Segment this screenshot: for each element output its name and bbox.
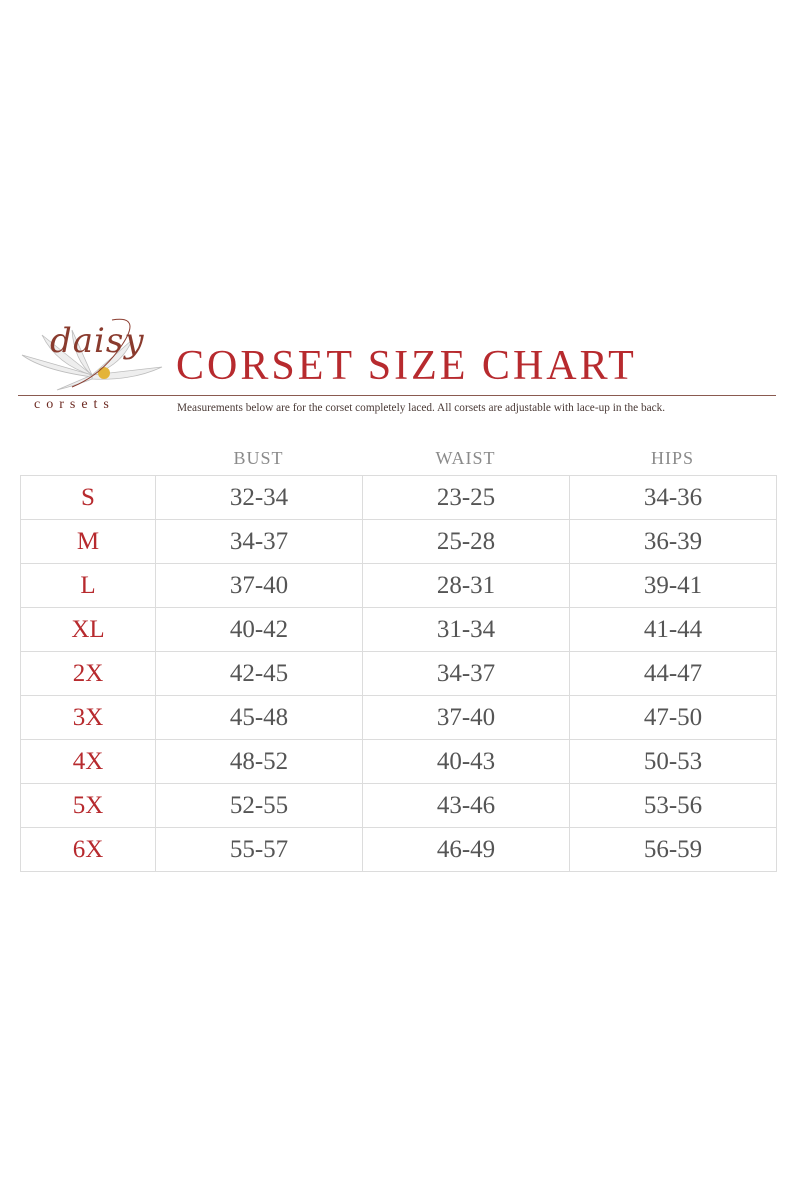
bust-cell: 45-48 [155,695,363,740]
table-row: 2X 42-45 34-37 44-47 [20,651,777,696]
bust-cell: 37-40 [155,563,363,608]
waist-cell: 25-28 [362,519,570,564]
size-cell: 6X [20,827,156,872]
waist-cell: 40-43 [362,739,570,784]
daisy-corsets-logo: daisy corsets [12,315,172,415]
bust-cell: 42-45 [155,651,363,696]
bust-cell: 32-34 [155,475,363,520]
hips-cell: 34-36 [569,475,777,520]
size-cell: L [20,563,156,608]
hips-cell: 41-44 [569,607,777,652]
daisy-flower-icon [21,318,163,391]
header-hips: HIPS [650,448,694,468]
column-headers: BUST WAIST HIPS [20,448,776,470]
waist-cell: 23-25 [362,475,570,520]
header-waist: WAIST [435,448,496,468]
measurement-note: Measurements below are for the corset co… [177,402,666,414]
size-cell: 5X [20,783,156,828]
size-cell: 3X [20,695,156,740]
size-table: S 32-34 23-25 34-36 M 34-37 25-28 36-39 L 37-40 28… [20,475,777,872]
hips-cell: 50-53 [569,739,777,784]
table-row: L 37-40 28-31 39-41 [20,563,777,608]
bust-cell: 34-37 [155,519,363,564]
divider [18,395,776,396]
hips-cell: 56-59 [569,827,777,872]
size-cell: S [20,475,156,520]
header-bust: BUST [233,448,284,468]
logo-script-text: daisy [50,321,145,361]
waist-cell: 46-49 [362,827,570,872]
hips-cell: 44-47 [569,651,777,696]
waist-cell: 37-40 [362,695,570,740]
waist-cell: 43-46 [362,783,570,828]
table-row: M 34-37 25-28 36-39 [20,519,777,564]
waist-cell: 31-34 [362,607,570,652]
size-cell: 4X [20,739,156,784]
hips-cell: 39-41 [569,563,777,608]
size-cell: 2X [20,651,156,696]
hips-cell: 47-50 [569,695,777,740]
table-row: 4X 48-52 40-43 50-53 [20,739,777,784]
size-cell: M [20,519,156,564]
bust-cell: 52-55 [155,783,363,828]
bust-cell: 40-42 [155,607,363,652]
hips-cell: 53-56 [569,783,777,828]
bust-cell: 55-57 [155,827,363,872]
table-row: 6X 55-57 46-49 56-59 [20,827,777,872]
table-row: 5X 52-55 43-46 53-56 [20,783,777,828]
table-row: S 32-34 23-25 34-36 [20,475,777,520]
table-row: XL 40-42 31-34 41-44 [20,607,777,652]
table-row: 3X 45-48 37-40 47-50 [20,695,777,740]
waist-cell: 34-37 [362,651,570,696]
size-cell: XL [20,607,156,652]
hips-cell: 36-39 [569,519,777,564]
waist-cell: 28-31 [362,563,570,608]
page-title: CORSET SIZE CHART [176,343,637,389]
bust-cell: 48-52 [155,739,363,784]
logo-subtitle: corsets [34,397,115,412]
